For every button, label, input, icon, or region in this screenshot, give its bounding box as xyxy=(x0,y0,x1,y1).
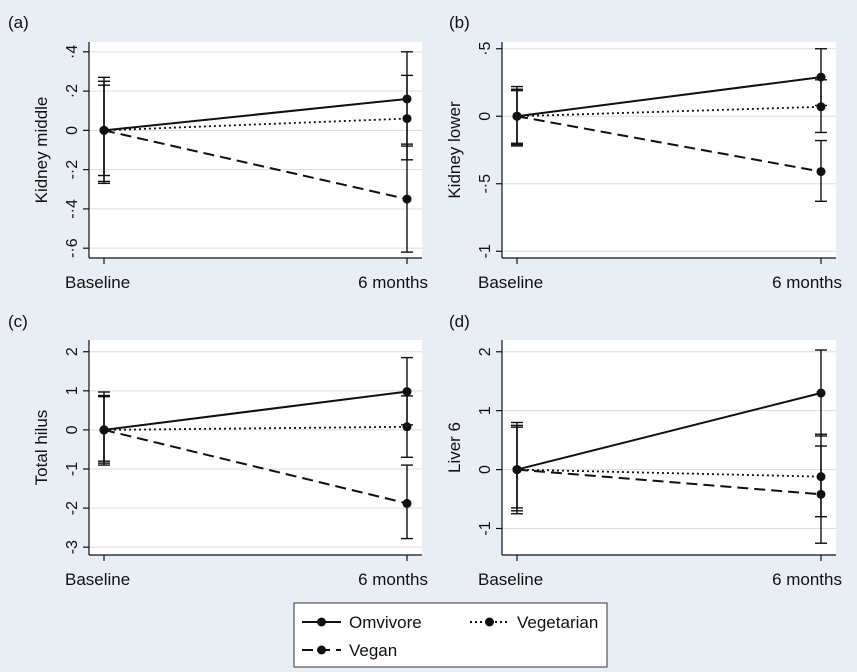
data-point-vegan xyxy=(99,425,109,435)
data-point-vegan xyxy=(512,111,522,121)
panel-label: (c) xyxy=(8,312,28,331)
y-tick-label: -·5 xyxy=(477,174,494,194)
x-tick-label: Baseline xyxy=(478,570,543,589)
panel-label: (b) xyxy=(449,13,470,32)
x-tick-label: Baseline xyxy=(478,273,543,292)
x-tick-label: 6 months xyxy=(772,273,842,292)
y-tick-label: -1 xyxy=(477,521,494,535)
panel-label: (a) xyxy=(8,13,29,32)
series-line-vegan xyxy=(103,129,408,201)
series-line-vegetarian xyxy=(516,468,822,478)
y-axis-title: Kidney lower xyxy=(445,101,464,199)
y-tick-label: 1 xyxy=(64,386,81,395)
data-point-vegan xyxy=(816,489,826,499)
series-line-vegetarian xyxy=(103,117,408,132)
legend-box xyxy=(293,602,608,668)
series-line-vegan xyxy=(516,115,822,173)
y-tick-label: 2 xyxy=(477,347,494,356)
x-tick-label: 6 months xyxy=(772,570,842,589)
series-line-vegetarian xyxy=(103,425,408,431)
legend-marker-omvivore xyxy=(317,617,326,627)
y-tick-label: ·2 xyxy=(64,84,81,98)
data-point-vegetarian xyxy=(816,102,826,112)
y-axis-title: Liver 6 xyxy=(445,422,464,473)
y-tick-label: ·5 xyxy=(477,42,494,56)
y-tick-label: 0 xyxy=(477,465,494,474)
series-line-omvivore xyxy=(103,97,408,132)
data-point-vegan xyxy=(816,167,826,177)
legend-label-vegan: Vegan xyxy=(349,641,397,660)
legend-marker-vegetarian xyxy=(485,617,494,627)
x-tick-label: 6 months xyxy=(358,570,428,589)
data-point-vegan xyxy=(402,498,412,508)
y-tick-label: -·4 xyxy=(64,199,81,219)
legend-label-vegetarian: Vegetarian xyxy=(517,613,598,632)
y-tick-label: 0 xyxy=(477,112,494,121)
y-axis-title: Total hilus xyxy=(32,410,51,486)
legend-marker-vegan xyxy=(317,645,326,655)
y-tick-label: -2 xyxy=(64,501,81,515)
data-point-vegan xyxy=(99,125,109,135)
x-tick-label: 6 months xyxy=(358,273,428,292)
panel-label: (d) xyxy=(449,312,470,331)
series-line-vegetarian xyxy=(516,105,822,118)
y-tick-label: 0 xyxy=(64,126,81,135)
x-tick-label: Baseline xyxy=(65,570,130,589)
y-tick-label: -1 xyxy=(477,244,494,258)
plot-area xyxy=(89,340,422,555)
y-tick-label: 0 xyxy=(64,425,81,434)
y-tick-label: -·2 xyxy=(64,160,81,180)
plot-area xyxy=(89,42,422,258)
data-point-omvivore xyxy=(402,387,412,397)
data-point-vegetarian xyxy=(402,422,412,432)
data-point-omvivore xyxy=(816,388,826,398)
y-tick-label: 1 xyxy=(477,406,494,415)
series-line-omvivore xyxy=(103,390,408,431)
series-line-omvivore xyxy=(516,76,822,118)
y-tick-label: 2 xyxy=(64,347,81,356)
y-tick-label: -3 xyxy=(64,540,81,554)
series-line-omvivore xyxy=(516,392,822,471)
series-line-vegan xyxy=(103,428,408,505)
data-point-vegan xyxy=(402,194,412,204)
y-tick-label: -·6 xyxy=(64,238,81,258)
x-tick-label: Baseline xyxy=(65,273,130,292)
data-point-vegan xyxy=(512,465,522,475)
legend-label-omvivore: Omvivore xyxy=(349,613,422,632)
plot-area xyxy=(502,340,836,555)
y-axis-title: Kidney middle xyxy=(32,97,51,204)
y-tick-label: -1 xyxy=(64,462,81,476)
y-tick-label: ·4 xyxy=(64,45,81,59)
plot-area xyxy=(502,42,836,258)
data-point-vegetarian xyxy=(402,114,412,124)
